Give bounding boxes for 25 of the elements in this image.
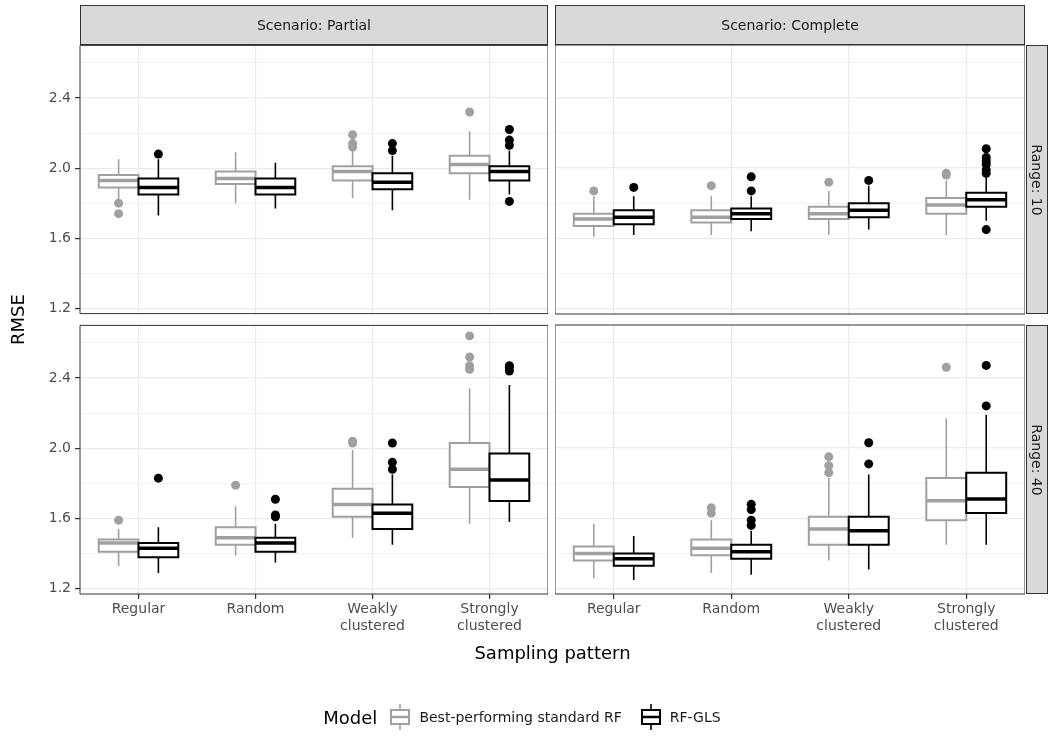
legend-title: Model [323,706,378,728]
x-tick-label: Weakly clustered [340,600,405,633]
y-tick-label: 1.6 [48,228,72,245]
text: Range: 40 [1029,423,1046,496]
y-tick-label: 1.2 [48,298,71,315]
chart-title: Scenario: Partial [80,5,548,45]
text: Range: 10 [1029,143,1046,216]
y-tick-label: 2.4 [48,88,72,105]
x-tick-label: Random [226,600,285,617]
y-tick-label: 1.2 [48,579,71,596]
legend-label: RF-GLS [669,709,721,725]
y-axis-title: RMSE [6,294,28,345]
x-tick-label: Weakly clustered [816,600,882,633]
y-tick-label: 1.6 [48,509,72,526]
chart-title: Scenario: Complete [555,5,1025,45]
x-tick-label: Regular [586,600,641,617]
y-tick-label: 2.4 [48,368,72,385]
y-tick-label: 2.0 [48,438,71,455]
x-tick-label: Regular [111,600,166,617]
x-tick-label: Random [702,600,761,617]
legend-label: Best-performing standard RF [419,709,622,725]
x-axis-title: Sampling pattern [473,642,632,663]
x-tick-label: Strongly clustered [457,600,522,633]
x-tick-label: Strongly clustered [933,600,999,633]
y-tick-label: 2.0 [48,158,71,175]
